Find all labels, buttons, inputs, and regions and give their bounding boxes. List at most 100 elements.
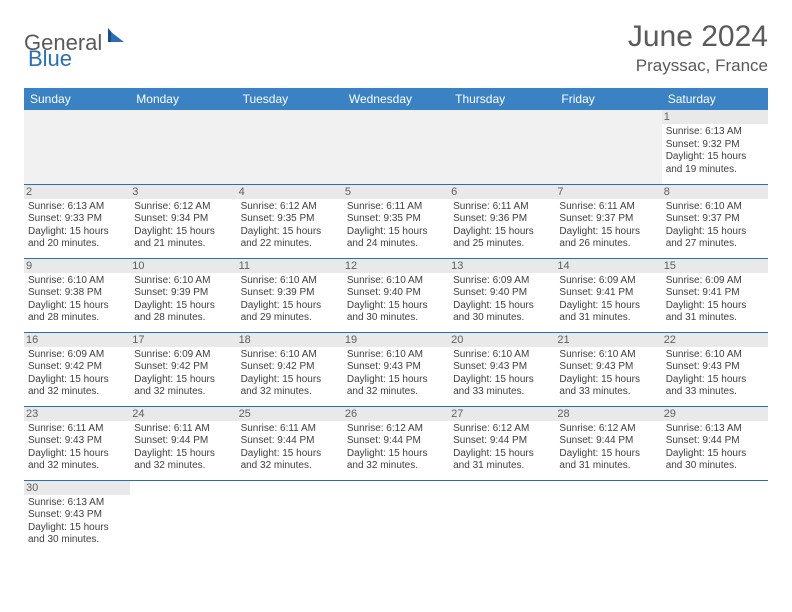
day-details: Sunrise: 6:11 AMSunset: 9:36 PMDaylight:… [453, 201, 551, 251]
day-details: Sunrise: 6:11 AMSunset: 9:35 PMDaylight:… [347, 201, 445, 251]
day-cell: 13 Sunrise: 6:09 AMSunset: 9:40 PMDayligh… [449, 258, 555, 332]
day-cell: 22 Sunrise: 6:10 AMSunset: 9:43 PMDayligh… [662, 332, 768, 406]
day-number: 26 [343, 407, 449, 421]
day-number: 3 [130, 185, 236, 199]
day-details: Sunrise: 6:09 AMSunset: 9:41 PMDaylight:… [666, 275, 764, 325]
day-cell: 4Sunrise: 6:12 AMSunset: 9:35 PMDaylight… [237, 184, 343, 258]
day-cell: 30 Sunrise: 6:13 AMSunset: 9:43 PMDayligh… [24, 480, 130, 554]
day-cell: 21 Sunrise: 6:10 AMSunset: 9:43 PMDayligh… [555, 332, 661, 406]
day-number: 9 [24, 259, 130, 273]
empty-cell [24, 110, 130, 184]
weekday-header: Wednesday [343, 88, 449, 110]
day-details: Sunrise: 6:10 AMSunset: 9:39 PMDaylight:… [134, 275, 232, 325]
day-number: 14 [555, 259, 661, 273]
day-number: 12 [343, 259, 449, 273]
calendar-body: 1 Sunrise: 6:13 AMSunset: 9:32 PMDaylight… [24, 110, 768, 554]
day-number: 24 [130, 407, 236, 421]
day-details: Sunrise: 6:10 AMSunset: 9:43 PMDaylight:… [347, 349, 445, 399]
calendar-row: 30 Sunrise: 6:13 AMSunset: 9:43 PMDayligh… [24, 480, 768, 554]
day-cell: 17 Sunrise: 6:09 AMSunset: 9:42 PMDayligh… [130, 332, 236, 406]
day-details: Sunrise: 6:12 AMSunset: 9:44 PMDaylight:… [347, 423, 445, 473]
weekday-header: Monday [130, 88, 236, 110]
title-block: June 2024 Prayssac, France [628, 20, 768, 76]
day-details: Sunrise: 6:09 AMSunset: 9:40 PMDaylight:… [453, 275, 551, 325]
day-cell: 8 Sunrise: 6:10 AMSunset: 9:37 PMDaylight… [662, 184, 768, 258]
day-number: 16 [24, 333, 130, 347]
day-cell: 5 Sunrise: 6:11 AMSunset: 9:35 PMDaylight… [343, 184, 449, 258]
empty-cell [449, 110, 555, 184]
day-number: 11 [237, 259, 343, 273]
header: General June 2024 Prayssac, France [24, 20, 768, 76]
day-number: 18 [237, 333, 343, 347]
day-cell: 15 Sunrise: 6:09 AMSunset: 9:41 PMDayligh… [662, 258, 768, 332]
empty-cell [130, 110, 236, 184]
day-details: Sunrise: 6:13 AMSunset: 9:32 PMDaylight:… [666, 126, 764, 176]
day-details: Sunrise: 6:09 AMSunset: 9:42 PMDaylight:… [28, 349, 126, 399]
calendar-row: 16 Sunrise: 6:09 AMSunset: 9:42 PMDayligh… [24, 332, 768, 406]
day-cell: 14Sunrise: 6:09 AMSunset: 9:41 PMDayligh… [555, 258, 661, 332]
day-number: 23 [24, 407, 130, 421]
day-details: Sunrise: 6:11 AMSunset: 9:37 PMDaylight:… [559, 201, 657, 251]
day-details: Sunrise: 6:13 AMSunset: 9:43 PMDaylight:… [28, 497, 126, 547]
empty-cell [130, 480, 236, 554]
calendar-head: SundayMondayTuesdayWednesdayThursdayFrid… [24, 88, 768, 110]
day-details: Sunrise: 6:10 AMSunset: 9:43 PMDaylight:… [453, 349, 551, 399]
day-number: 1 [662, 110, 768, 124]
day-details: Sunrise: 6:12 AMSunset: 9:34 PMDaylight:… [134, 201, 232, 251]
day-cell: 11 Sunrise: 6:10 AMSunset: 9:39 PMDayligh… [237, 258, 343, 332]
calendar-table: SundayMondayTuesdayWednesdayThursdayFrid… [24, 88, 768, 554]
weekday-header: Saturday [662, 88, 768, 110]
day-number: 21 [555, 333, 661, 347]
weekday-header: Sunday [24, 88, 130, 110]
day-cell: 29Sunrise: 6:13 AMSunset: 9:44 PMDayligh… [662, 406, 768, 480]
empty-cell [555, 480, 661, 554]
day-cell: 24 Sunrise: 6:11 AMSunset: 9:44 PMDayligh… [130, 406, 236, 480]
day-details: Sunrise: 6:10 AMSunset: 9:40 PMDaylight:… [347, 275, 445, 325]
day-number: 30 [24, 481, 130, 495]
day-details: Sunrise: 6:13 AMSunset: 9:33 PMDaylight:… [28, 201, 126, 251]
day-details: Sunrise: 6:10 AMSunset: 9:39 PMDaylight:… [241, 275, 339, 325]
day-details: Sunrise: 6:10 AMSunset: 9:38 PMDaylight:… [28, 275, 126, 325]
day-details: Sunrise: 6:13 AMSunset: 9:44 PMDaylight:… [666, 423, 764, 473]
day-cell: 19Sunrise: 6:10 AMSunset: 9:43 PMDayligh… [343, 332, 449, 406]
empty-cell [237, 110, 343, 184]
empty-cell [662, 480, 768, 554]
day-cell: 23 Sunrise: 6:11 AMSunset: 9:43 PMDayligh… [24, 406, 130, 480]
day-details: Sunrise: 6:10 AMSunset: 9:42 PMDaylight:… [241, 349, 339, 399]
weekday-header: Tuesday [237, 88, 343, 110]
day-cell: 25Sunrise: 6:11 AMSunset: 9:44 PMDayligh… [237, 406, 343, 480]
day-details: Sunrise: 6:10 AMSunset: 9:43 PMDaylight:… [559, 349, 657, 399]
day-details: Sunrise: 6:09 AMSunset: 9:42 PMDaylight:… [134, 349, 232, 399]
day-cell: 26 Sunrise: 6:12 AMSunset: 9:44 PMDayligh… [343, 406, 449, 480]
day-number: 5 [343, 185, 449, 199]
empty-cell [343, 110, 449, 184]
day-details: Sunrise: 6:11 AMSunset: 9:44 PMDaylight:… [241, 423, 339, 473]
day-number: 4 [237, 185, 343, 199]
day-details: Sunrise: 6:12 AMSunset: 9:44 PMDaylight:… [559, 423, 657, 473]
day-number: 6 [449, 185, 555, 199]
day-details: Sunrise: 6:11 AMSunset: 9:44 PMDaylight:… [134, 423, 232, 473]
day-cell: 3 Sunrise: 6:12 AMSunset: 9:34 PMDaylight… [130, 184, 236, 258]
day-number: 27 [449, 407, 555, 421]
day-number: 20 [449, 333, 555, 347]
day-cell: 1 Sunrise: 6:13 AMSunset: 9:32 PMDaylight… [662, 110, 768, 184]
day-details: Sunrise: 6:12 AMSunset: 9:44 PMDaylight:… [453, 423, 551, 473]
calendar-row: 9 Sunrise: 6:10 AMSunset: 9:38 PMDaylight… [24, 258, 768, 332]
day-details: Sunrise: 6:11 AMSunset: 9:43 PMDaylight:… [28, 423, 126, 473]
day-cell: 28Sunrise: 6:12 AMSunset: 9:44 PMDayligh… [555, 406, 661, 480]
day-cell: 27 Sunrise: 6:12 AMSunset: 9:44 PMDayligh… [449, 406, 555, 480]
day-number: 15 [662, 259, 768, 273]
day-number: 17 [130, 333, 236, 347]
calendar-row: 1 Sunrise: 6:13 AMSunset: 9:32 PMDaylight… [24, 110, 768, 184]
weekday-header: Friday [555, 88, 661, 110]
day-number: 13 [449, 259, 555, 273]
day-number: 22 [662, 333, 768, 347]
location-label: Prayssac, France [628, 56, 768, 76]
day-cell: 6 Sunrise: 6:11 AMSunset: 9:36 PMDaylight… [449, 184, 555, 258]
day-details: Sunrise: 6:10 AMSunset: 9:43 PMDaylight:… [666, 349, 764, 399]
day-number: 8 [662, 185, 768, 199]
day-cell: 7 Sunrise: 6:11 AMSunset: 9:37 PMDaylight… [555, 184, 661, 258]
day-details: Sunrise: 6:10 AMSunset: 9:37 PMDaylight:… [666, 201, 764, 251]
day-number: 7 [555, 185, 661, 199]
empty-cell [343, 480, 449, 554]
